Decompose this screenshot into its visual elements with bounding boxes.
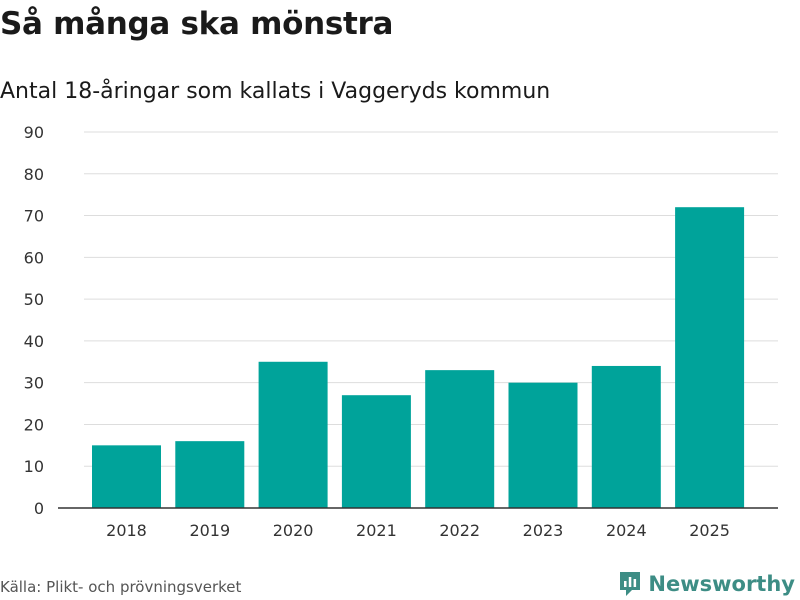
- source-note: Källa: Plikt- och prövningsverket: [0, 578, 242, 596]
- bar-2023: [508, 382, 578, 508]
- bar-2022: [425, 370, 495, 508]
- y-tick-label: 40: [24, 332, 44, 351]
- x-tick-label: 2019: [189, 521, 230, 540]
- brand-name: Newsworthy: [648, 572, 795, 596]
- bar-2021: [341, 395, 411, 508]
- y-tick-label: 30: [24, 374, 44, 393]
- x-tick-label: 2024: [606, 521, 647, 540]
- x-tick-label: 2020: [273, 521, 314, 540]
- x-tick-label: 2021: [356, 521, 397, 540]
- newsworthy-logo-icon: [620, 572, 641, 596]
- y-tick-label: 10: [24, 457, 44, 476]
- gridlines: [84, 131, 778, 467]
- y-tick-label: 70: [24, 207, 44, 226]
- bar-2024: [591, 365, 661, 508]
- bars: [92, 207, 745, 508]
- x-tick-label: 2025: [689, 521, 730, 540]
- x-tick-label: 2022: [439, 521, 480, 540]
- bar-2019: [175, 441, 245, 508]
- x-axis-ticks: 2018 2019 2020 2021 2022 2023 2024 2025: [106, 521, 730, 540]
- brand: Newsworthy: [618, 568, 795, 600]
- y-tick-label: 20: [24, 415, 44, 434]
- y-tick-label: 80: [24, 165, 44, 184]
- x-tick-label: 2023: [523, 521, 564, 540]
- y-tick-label: 60: [24, 248, 44, 267]
- x-tick-label: 2018: [106, 521, 147, 540]
- y-axis-ticks: 0 10 20 30 40 50 60 70 80 90: [24, 123, 44, 518]
- y-tick-label: 50: [24, 290, 44, 309]
- bar-chart: 0 10 20 30 40 50 60 70 80 90 2018 2019 2020 2021 2022…: [24, 123, 778, 540]
- bar-2018: [92, 445, 161, 508]
- y-tick-label: 0: [34, 499, 44, 518]
- bar-2025: [675, 207, 745, 508]
- chart-title: Så många ska mönstra: [0, 6, 394, 42]
- bar-2020: [258, 361, 328, 508]
- y-tick-label: 90: [24, 123, 44, 142]
- chart-subtitle: Antal 18-åringar som kallats i Vaggeryds…: [0, 79, 551, 104]
